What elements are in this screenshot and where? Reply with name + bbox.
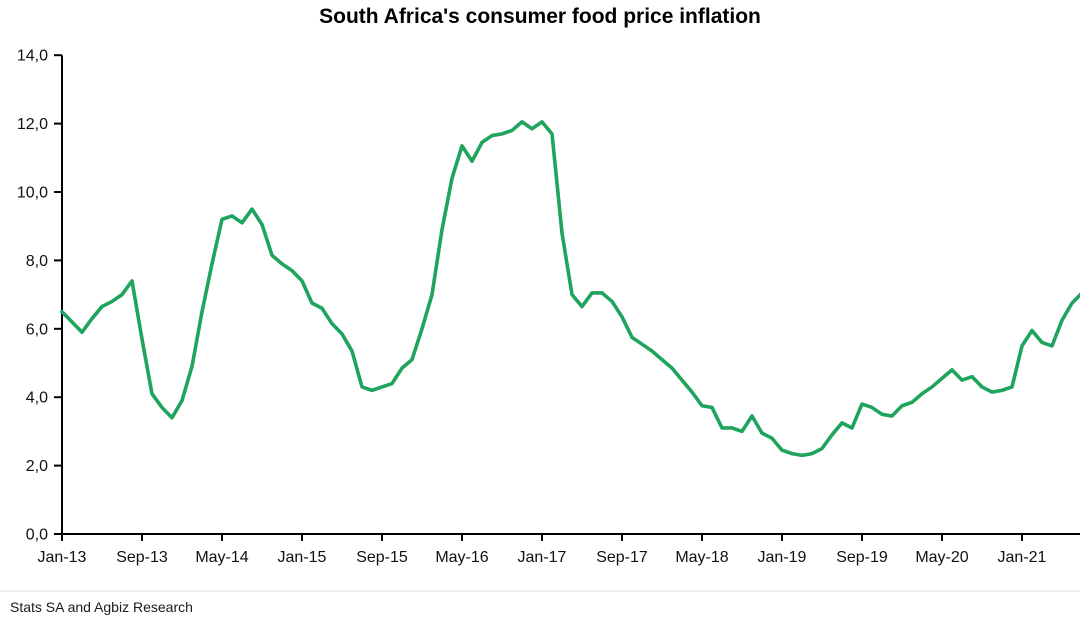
chart-title: South Africa's consumer food price infla… [319, 5, 761, 28]
x-tick-label: Jan-21 [998, 549, 1047, 566]
x-tick-label: May-18 [675, 549, 728, 566]
y-tick-label: 12,0 [17, 116, 48, 133]
source-note: Stats SA and Agbiz Research [10, 599, 193, 615]
y-tick-label: 6,0 [26, 321, 48, 338]
divider-line [0, 590, 1080, 592]
y-tick-label: 8,0 [26, 253, 48, 270]
y-tick-label: 14,0 [17, 48, 48, 65]
x-tick-label: Sep-15 [356, 549, 408, 566]
y-tick-label: 10,0 [17, 185, 48, 202]
x-tick-label: Jan-17 [518, 549, 567, 566]
x-tick-label: Jan-13 [38, 549, 87, 566]
inflation-line-series [60, 120, 1080, 458]
x-tick-label: Sep-17 [596, 549, 648, 566]
y-tick-label: 4,0 [26, 390, 48, 407]
x-tick-label: Sep-13 [116, 549, 168, 566]
x-tick-label: May-14 [195, 549, 248, 566]
y-tick-label: 2,0 [26, 458, 48, 475]
x-tick-label: May-20 [915, 549, 968, 566]
x-tick-label: May-16 [435, 549, 488, 566]
x-tick-label: Jan-19 [758, 549, 807, 566]
x-tick-label: Jan-15 [278, 549, 327, 566]
x-tick-label: Sep-19 [836, 549, 888, 566]
y-tick-label: 0,0 [26, 527, 48, 544]
